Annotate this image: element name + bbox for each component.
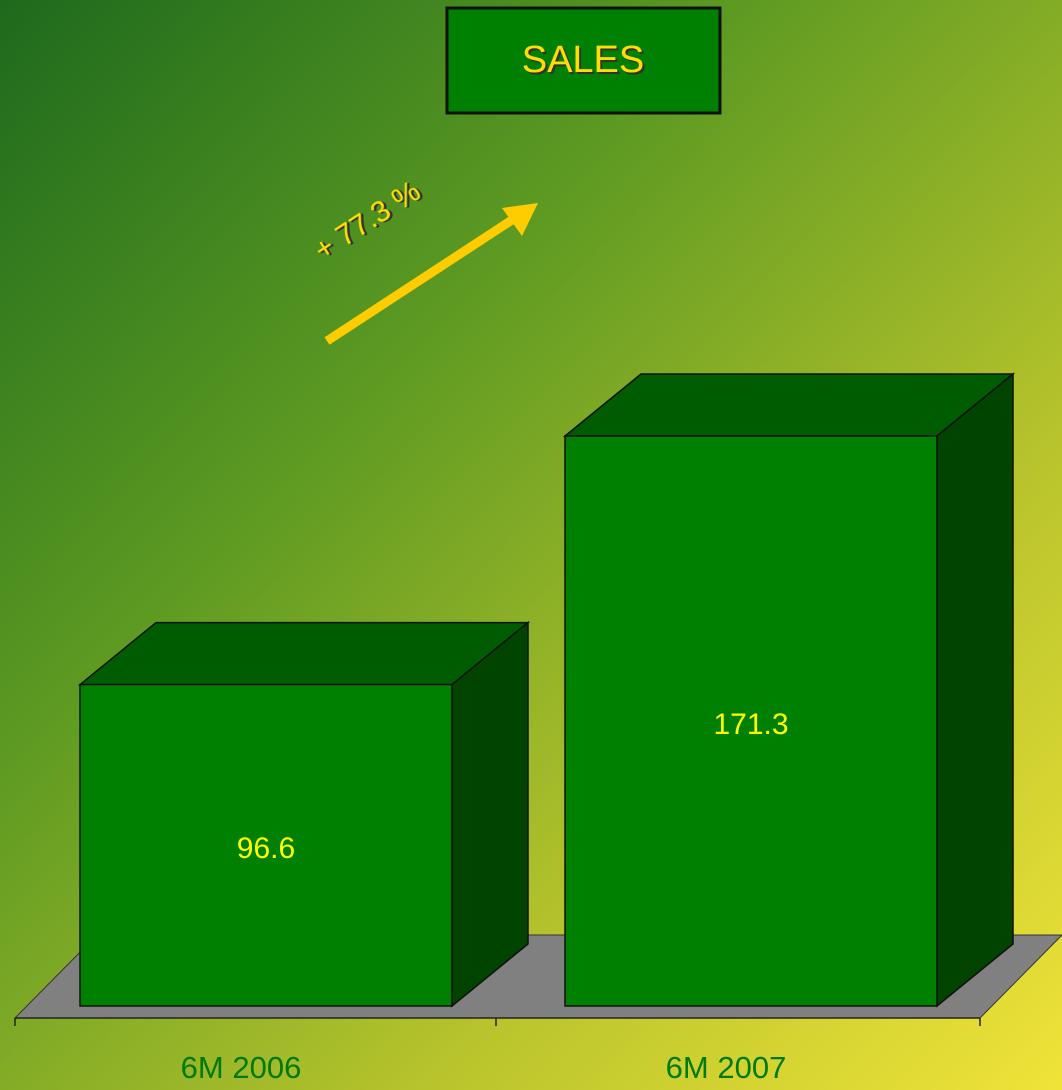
- bar-side: [936, 372, 1014, 1008]
- growth-arrow: [324, 214, 518, 345]
- value-label: 171.3: [713, 708, 788, 741]
- x-tick-label: 6M 2007: [666, 1050, 787, 1085]
- category-ticks: [14, 1017, 981, 1026]
- title-box: [445, 6, 722, 115]
- x-tick-label: 6M 2006: [181, 1050, 302, 1085]
- bar: [564, 435, 938, 1007]
- bar-side: [451, 620, 529, 1008]
- value-label: 96.6: [237, 832, 295, 865]
- chart-title: SALES: [522, 39, 645, 81]
- bar: [79, 683, 453, 1007]
- bar-top: [77, 621, 531, 686]
- arrow-head: [502, 203, 538, 236]
- bar-top: [562, 373, 1016, 437]
